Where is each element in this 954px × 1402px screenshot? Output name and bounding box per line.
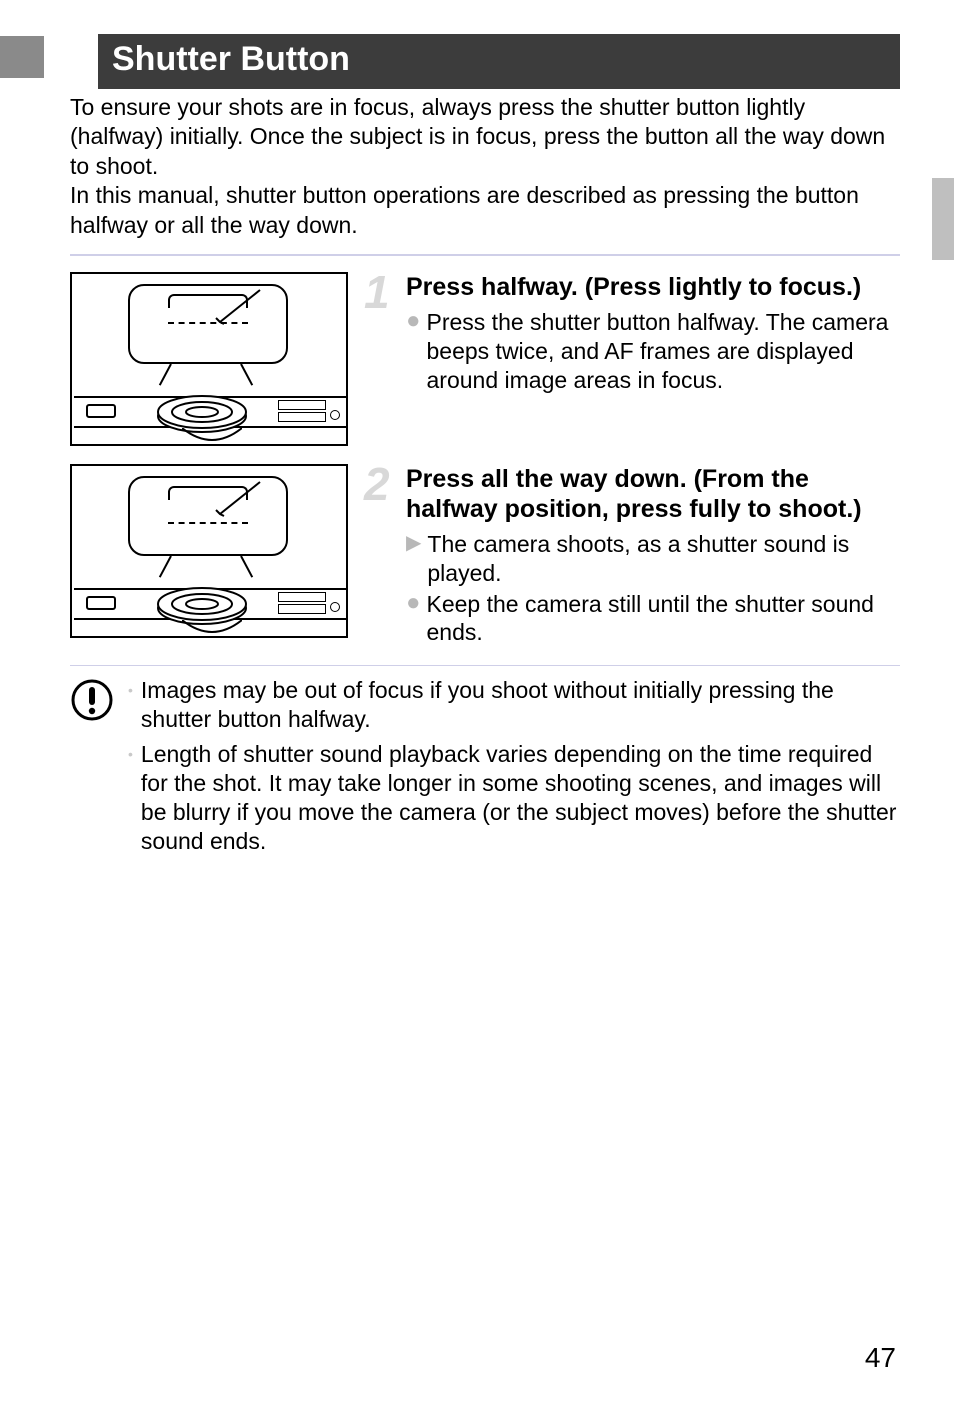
shutter-illustration: [70, 464, 348, 638]
bullet-text: Press the shutter button halfway. The ca…: [427, 308, 901, 394]
triangle-marker-icon: ▶: [406, 530, 421, 588]
step-body: 2Press all the way down. (From the halfw…: [364, 464, 900, 647]
step-heading: Press halfway. (Press lightly to focus.): [406, 272, 900, 302]
note-block: •Images may be out of focus if you shoot…: [70, 676, 900, 862]
step-text: Press all the way down. (From the halfwa…: [406, 464, 900, 647]
steps-container: 1Press halfway. (Press lightly to focus.…: [70, 272, 900, 647]
dot-marker-icon: ●: [406, 308, 421, 394]
step-body: 1Press halfway. (Press lightly to focus.…: [364, 272, 900, 446]
step-bullet: ●Press the shutter button halfway. The c…: [406, 308, 900, 394]
note-item: •Images may be out of focus if you shoot…: [128, 676, 900, 734]
step-text: Press halfway. (Press lightly to focus.)…: [406, 272, 900, 446]
dot-marker-icon: ●: [406, 590, 421, 648]
step-bullet: ▶The camera shoots, as a shutter sound i…: [406, 530, 900, 588]
note-bullet-icon: •: [128, 676, 133, 734]
title-accent-block: [0, 36, 44, 78]
page-title: Shutter Button: [98, 34, 900, 89]
page-root: Shutter Button To ensure your shots are …: [0, 0, 954, 1402]
step-number: 1: [364, 272, 398, 446]
note-bullet-icon: •: [128, 740, 133, 856]
bullet-text: The camera shoots, as a shutter sound is…: [427, 530, 900, 588]
step-row: 2Press all the way down. (From the halfw…: [70, 464, 900, 647]
bullet-text: Keep the camera still until the shutter …: [427, 590, 901, 648]
note-divider: [70, 665, 900, 666]
shutter-illustration: [70, 272, 348, 446]
note-text: Images may be out of focus if you shoot …: [141, 676, 900, 734]
note-text: Length of shutter sound playback varies …: [141, 740, 900, 856]
page-number: 47: [70, 1342, 900, 1374]
caution-icon: [70, 678, 114, 722]
step-row: 1Press halfway. (Press lightly to focus.…: [70, 272, 900, 446]
step-number: 2: [364, 464, 398, 647]
notes-list: •Images may be out of focus if you shoot…: [128, 676, 900, 862]
side-tab: [932, 178, 954, 260]
section-divider: [70, 254, 900, 256]
note-item: •Length of shutter sound playback varies…: [128, 740, 900, 856]
step-bullet: ●Keep the camera still until the shutter…: [406, 590, 900, 648]
step-heading: Press all the way down. (From the halfwa…: [406, 464, 900, 524]
intro-text: To ensure your shots are in focus, alway…: [70, 93, 900, 240]
